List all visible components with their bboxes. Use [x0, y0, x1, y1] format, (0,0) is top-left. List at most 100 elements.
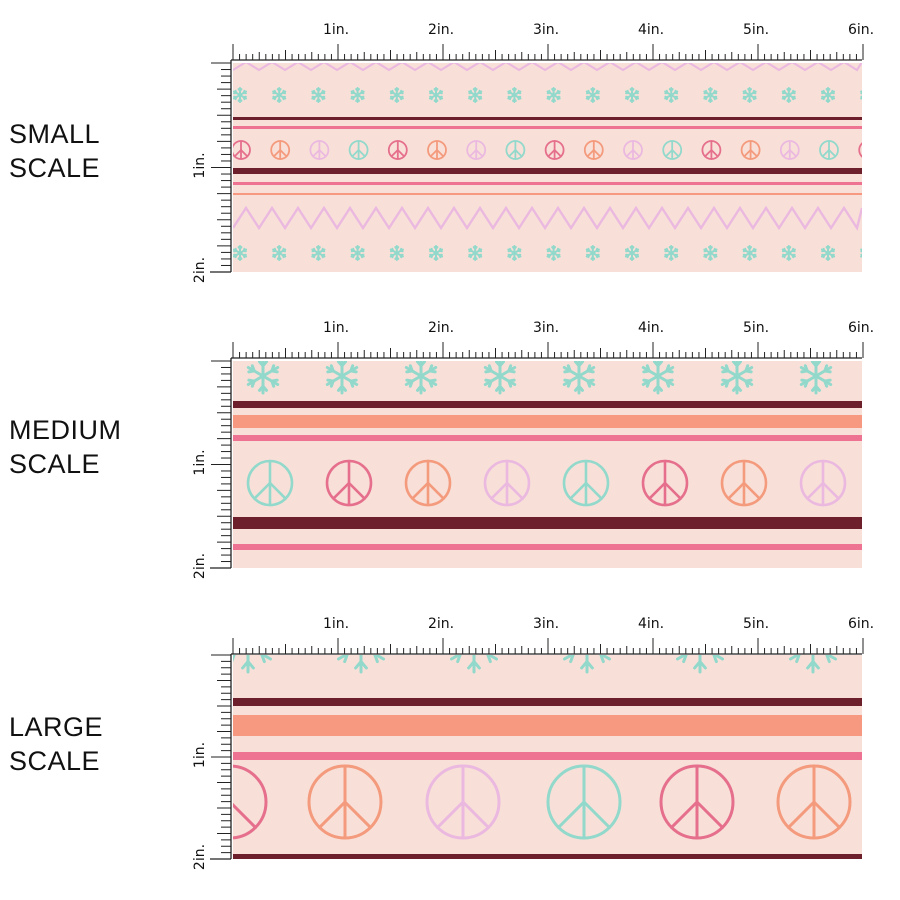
snowflake-branch — [591, 98, 596, 102]
snowflake-branch — [281, 89, 285, 94]
snowflake-icon — [585, 87, 600, 103]
snowflake-icon — [742, 245, 757, 261]
snowflake-branch — [375, 638, 383, 639]
peace-arm — [429, 149, 438, 158]
peace-arm — [743, 149, 752, 158]
snowflake-icon — [350, 87, 365, 103]
snowflake-branch — [587, 96, 591, 101]
snowflake-branch — [408, 379, 414, 388]
ruler-h-label: 1in. — [323, 616, 349, 632]
snowflake-branch — [827, 256, 831, 260]
peace-arm — [648, 481, 667, 500]
snowflake-branch — [239, 98, 243, 102]
snowflake-branch — [356, 624, 361, 630]
snowflake-branch — [458, 630, 461, 638]
peace-sign-icon — [483, 459, 531, 507]
peace-arm — [233, 802, 257, 829]
peace-arm — [547, 149, 556, 158]
snowflake-arm — [720, 366, 739, 378]
snowflake-branch — [511, 246, 516, 250]
snowflake-branch — [513, 98, 517, 102]
peace-arm — [710, 149, 719, 158]
medium-scale-section: MEDIUM SCALE 1in. 2in. 3in. 4in. 5in. 6in. 1in… — [0, 298, 900, 588]
snowflake-branch — [587, 624, 592, 630]
peace-arm — [787, 800, 816, 829]
snowflake-branch — [747, 246, 751, 250]
snowflake-arm — [599, 655, 612, 661]
stripe — [233, 126, 862, 129]
snowflake-icon — [562, 361, 596, 395]
peace-sign-icon — [858, 142, 862, 158]
snowflake-branch — [573, 361, 581, 368]
snowflake-branch — [634, 89, 638, 94]
snowflake-branch — [714, 630, 717, 638]
snowflake-branch — [548, 254, 551, 259]
peace-arm — [505, 481, 524, 500]
snowflake-arm — [825, 655, 838, 661]
snowflake-icon — [546, 245, 561, 261]
snowflake-branch — [713, 247, 716, 252]
ruler-h-label: 3in. — [533, 616, 559, 632]
snowflake-icon — [820, 245, 836, 261]
snowflake-icon — [233, 245, 248, 261]
snowflake-branch — [752, 247, 755, 252]
peace-arm — [569, 481, 588, 500]
snowflake-branch — [682, 655, 688, 664]
peace-arm — [279, 149, 288, 158]
snowflake-icon — [389, 245, 404, 261]
snowflake-branch — [360, 247, 363, 252]
snowflake-branch — [803, 379, 809, 388]
small-scale-section: SMALL SCALE 1in. 2in. 3in. 4in. 5in. 6in. 1in.… — [0, 0, 900, 290]
snowflake-icon — [703, 87, 718, 103]
snowflake-arm — [587, 633, 610, 646]
snowflake-branch — [394, 246, 398, 250]
snowflake-branch — [668, 88, 673, 92]
snowflake-branch — [705, 96, 708, 101]
snowflake-branch — [871, 255, 872, 257]
snowflake-branch — [247, 369, 256, 374]
snowflake-branch — [724, 379, 730, 388]
snowflake-branch — [488, 638, 496, 639]
snowflake-branch — [313, 254, 316, 259]
snowflake-branch — [571, 630, 574, 638]
peace-sign-icon — [641, 459, 689, 507]
snowflake-branch — [551, 246, 555, 250]
snowflake-branch — [629, 88, 633, 92]
snowflake-arm — [338, 633, 361, 646]
swatch-medium: 1in. 2in. 3in. 4in. 5in. 6in. 1in. 2in. — [192, 320, 874, 579]
ruler-h-label: 5in. — [743, 320, 769, 336]
snowflake-branch — [752, 89, 755, 94]
ruler-h-label: 4in. — [638, 320, 664, 336]
snowflake-branch — [472, 88, 477, 92]
peace-arm — [318, 800, 347, 829]
snowflake-branch — [811, 660, 820, 670]
snowflake-icon — [781, 87, 796, 103]
snowflake-branch — [356, 98, 361, 102]
peace-arm — [782, 149, 791, 158]
snowflake-branch — [786, 246, 790, 250]
snowflake-branch — [670, 256, 674, 260]
peace-sign-icon — [387, 140, 408, 160]
snowflake-branch — [590, 88, 594, 92]
snowflake-branch — [261, 384, 269, 392]
peace-arm — [582, 800, 611, 829]
snowflake-branch — [507, 378, 516, 383]
snowflake-branch — [744, 378, 753, 383]
snowflake-branch — [709, 256, 713, 260]
snowflake-branch — [349, 378, 358, 383]
snowflake-arm — [404, 366, 423, 378]
snowflake-branch — [823, 364, 829, 373]
peace-sign-icon — [740, 140, 761, 160]
peace-arm — [704, 149, 713, 158]
stripe — [233, 401, 862, 408]
snowflake-branch — [472, 246, 477, 250]
snowflake-branch — [827, 98, 831, 102]
snowflake-branch — [813, 624, 818, 630]
snowflake-branch — [278, 256, 282, 260]
fabric-swatch — [233, 63, 872, 272]
snowflake-icon — [675, 630, 725, 674]
snowflake-branch — [278, 98, 282, 102]
snowflake-icon — [449, 630, 499, 674]
peace-arm — [233, 149, 242, 158]
snowflake-icon — [246, 361, 280, 395]
